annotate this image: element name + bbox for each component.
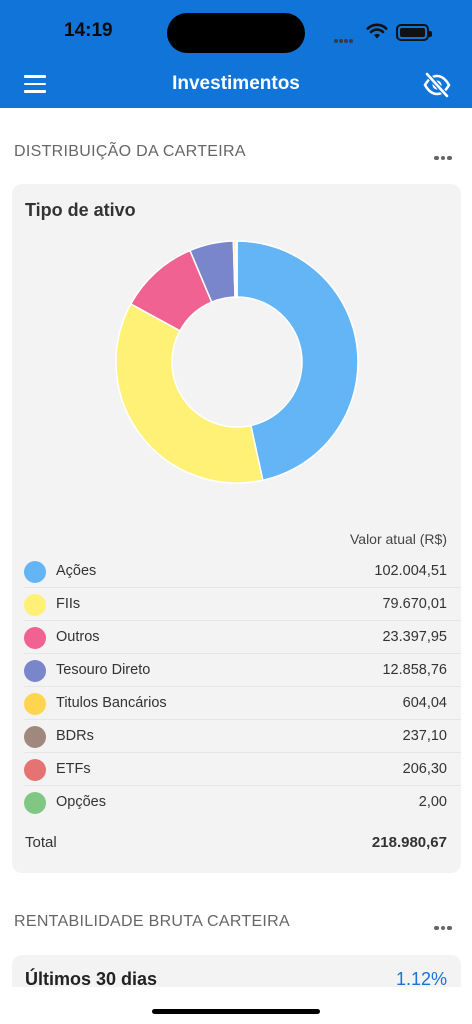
asset-row: Outros 23.397,95 [12, 621, 461, 654]
legend-color-dot [24, 792, 46, 814]
asset-label: BDRs [56, 728, 94, 744]
value-column-header: Valor atual (R$) [349, 531, 447, 547]
legend-color-dot [24, 594, 46, 616]
asset-value: 12.858,76 [382, 662, 447, 678]
asset-value: 237,10 [402, 728, 447, 744]
hide-values-eye-off-icon[interactable] [422, 71, 452, 99]
rentabilidade-section-title: RENTABILIDADE BRUTA CARTEIRA [14, 913, 291, 930]
donut-slice-ações [236, 240, 359, 482]
asset-label: Outros [56, 629, 100, 645]
asset-type-card: Tipo de ativo Valor atual (R$) Ações 102.… [12, 184, 461, 873]
asset-value: 23.397,95 [382, 629, 447, 645]
row-divider [24, 653, 461, 654]
asset-label: Opções [56, 794, 106, 810]
row-divider [24, 752, 461, 753]
asset-value: 604,04 [402, 695, 447, 711]
row-divider [24, 785, 461, 786]
asset-row: Opções 2,00 [12, 786, 461, 819]
page-title: Investimentos [172, 73, 300, 94]
dynamic-island [167, 13, 305, 53]
menu-icon[interactable] [24, 75, 46, 93]
donut-slice-fiis [115, 302, 264, 484]
asset-row: Tesouro Direto 12.858,76 [12, 654, 461, 687]
legend-color-dot [24, 660, 46, 682]
distribution-more-icon[interactable] [434, 147, 458, 160]
asset-label: FIIs [56, 596, 81, 612]
asset-label: ETFs [56, 761, 91, 777]
distribution-section-title: DISTRIBUIÇÃO DA CARTEIRA [14, 143, 246, 160]
asset-value: 79.670,01 [382, 596, 447, 612]
wifi-icon [366, 22, 388, 45]
row-divider [24, 587, 461, 588]
period-return-value: 1.12% [395, 969, 447, 989]
legend-color-dot [24, 693, 46, 715]
status-bar: 14:19 [0, 0, 472, 62]
home-indicator[interactable] [152, 1009, 320, 1014]
asset-row: ETFs 206,30 [12, 753, 461, 786]
cellular-signal-icon [334, 30, 354, 48]
legend-color-dot [24, 627, 46, 649]
rentabilidade-more-icon[interactable] [434, 917, 458, 930]
total-value: 218.980,67 [371, 834, 447, 851]
asset-value: 206,30 [402, 761, 447, 777]
legend-color-dot [24, 759, 46, 781]
status-time: 14:19 [64, 20, 113, 41]
asset-label: Tesouro Direto [56, 662, 151, 678]
asset-label: Ações [56, 563, 97, 579]
row-divider [24, 620, 461, 621]
asset-value: 2,00 [418, 794, 447, 810]
row-divider [24, 686, 461, 687]
asset-row: BDRs 237,10 [12, 720, 461, 753]
asset-row: FIIs 79.670,01 [12, 588, 461, 621]
asset-row: Ações 102.004,51 [12, 555, 461, 588]
card-title: Tipo de ativo [25, 200, 136, 220]
total-label: Total [25, 834, 57, 851]
legend-color-dot [24, 561, 46, 583]
app-header: Investimentos [0, 62, 472, 108]
bottom-area [0, 987, 472, 1024]
row-divider [24, 719, 461, 720]
asset-label: Titulos Bancários [56, 695, 167, 711]
period-label: Últimos 30 dias [25, 969, 158, 989]
asset-row: Titulos Bancários 604,04 [12, 687, 461, 720]
asset-value: 102.004,51 [374, 563, 447, 579]
battery-icon [396, 24, 432, 41]
legend-color-dot [24, 726, 46, 748]
asset-type-donut-chart [115, 240, 359, 484]
